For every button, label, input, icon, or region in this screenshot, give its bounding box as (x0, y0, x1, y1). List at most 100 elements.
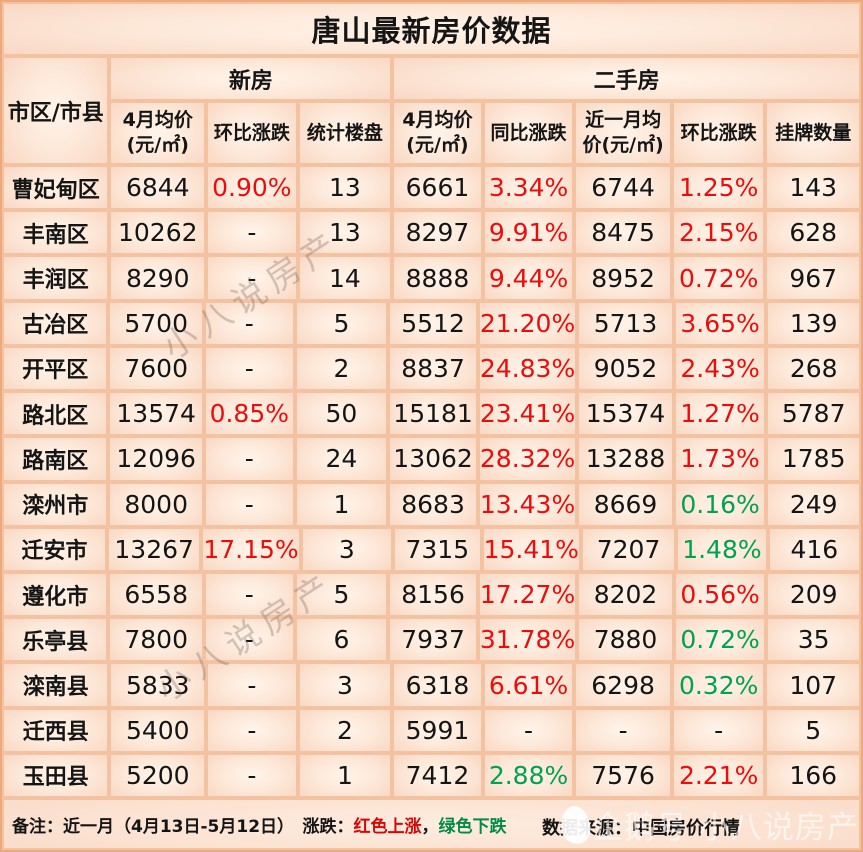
last-month-avg-price-cell: 7207 (582, 528, 675, 570)
table-row: 路南区 12096 - 24 13062 28.32% 13288 1.73% … (4, 438, 859, 480)
new-mom-change-cell: - (205, 347, 293, 390)
listed-projects-cell: 14 (299, 257, 391, 299)
new-mom-change-cell: - (208, 212, 296, 254)
new-april-avg-price-cell: 13267 (109, 528, 200, 570)
yoy-change-cell: 9.44% (484, 257, 573, 299)
resale-mom-change-cell: 0.56% (675, 573, 765, 616)
listing-count-cell: 416 (769, 528, 859, 570)
new-april-avg-price-cell: 7600 (110, 347, 202, 390)
listing-count-cell: 209 (768, 573, 859, 616)
region-name-cell: 古冶区 (4, 302, 107, 344)
resale-april-avg-price-cell: 8837 (390, 347, 476, 390)
table-row: 遵化市 6558 - 5 8156 17.27% 8202 0.56% 209 (4, 573, 859, 616)
column-group-new-homes: 新房 (111, 58, 391, 99)
column-header-resale-mom-change: 环比涨跌 (673, 103, 764, 163)
new-mom-change-cell: 0.90% (208, 167, 296, 209)
resale-mom-change-cell: 3.65% (675, 302, 765, 344)
column-group-resale-homes: 二手房 (394, 58, 859, 99)
table-body: 曹妃甸区 6844 0.90% 13 6661 3.34% 6744 1.25%… (4, 167, 859, 797)
footer-note-prefix: 备注：近一月（4月13日-5月12日） 涨跌： (12, 816, 354, 837)
last-month-avg-price-cell: 7576 (576, 754, 670, 797)
table-row: 滦南县 5833 - 3 6318 6.61% 6298 0.32% 107 (4, 664, 859, 706)
listed-projects-cell: 50 (296, 393, 387, 435)
yoy-change-cell: 9.91% (484, 212, 573, 254)
region-name-cell: 迁安市 (4, 528, 106, 570)
yoy-change-cell: 23.41% (479, 393, 576, 435)
new-mom-change-cell: - (205, 483, 293, 525)
last-month-avg-price-cell: 7880 (579, 619, 672, 661)
last-month-avg-price-cell: 6744 (576, 167, 670, 209)
region-name-cell: 开平区 (4, 347, 107, 390)
new-mom-change-cell: - (205, 438, 293, 480)
resale-mom-change-cell: 0.72% (675, 619, 765, 661)
new-mom-change-cell: - (205, 573, 293, 616)
resale-april-avg-price-cell: 13062 (390, 438, 476, 480)
resale-mom-change-cell: 0.32% (673, 664, 764, 706)
yoy-change-cell: 15.41% (483, 528, 579, 570)
table-row: 古冶区 5700 - 5 5512 21.20% 5713 3.65% 139 (4, 302, 859, 344)
region-name-cell: 乐亭县 (4, 619, 107, 661)
last-month-avg-price-cell: 9052 (579, 347, 672, 390)
listing-count-cell: 166 (767, 754, 859, 797)
yoy-change-cell: 13.43% (479, 483, 576, 525)
new-mom-change-cell: - (205, 302, 293, 344)
resale-mom-change-cell: - (673, 709, 764, 751)
last-month-avg-price-cell: 13288 (579, 438, 672, 480)
resale-mom-change-cell: 1.73% (675, 438, 765, 480)
resale-april-avg-price-cell: 5991 (394, 709, 481, 751)
resale-april-avg-price-cell: 8156 (390, 573, 476, 616)
last-month-avg-price-cell: 8669 (579, 483, 672, 525)
listing-count-cell: 107 (767, 664, 859, 706)
region-name-cell: 丰南区 (4, 212, 108, 254)
listing-count-cell: 268 (768, 347, 859, 390)
listing-count-cell: 5 (767, 709, 859, 751)
resale-april-avg-price-cell: 7937 (390, 619, 476, 661)
column-header-last-month-avg-price: 近一月均价(元/㎡) (576, 103, 670, 163)
listing-count-cell: 143 (767, 167, 859, 209)
listed-projects-cell: 3 (299, 664, 391, 706)
footer-note-red-up: 红色上涨 (353, 816, 422, 837)
column-header-new-april-avg-price: 4月均价 (元/㎡) (111, 103, 205, 163)
footer-note-comma: ， (421, 816, 439, 837)
yoy-change-cell: 3.34% (484, 167, 573, 209)
new-mom-change-cell: 17.15% (203, 528, 299, 570)
new-april-avg-price-cell: 13574 (110, 393, 202, 435)
new-april-avg-price-cell: 8290 (111, 257, 205, 299)
resale-mom-change-cell: 1.27% (675, 393, 765, 435)
table-row: 迁西县 5400 - 2 5991 - - - 5 (4, 709, 859, 751)
column-header-yoy-change: 同比涨跌 (484, 103, 573, 163)
last-month-avg-price-cell: 8475 (576, 212, 670, 254)
last-month-avg-price-cell: 15374 (579, 393, 672, 435)
region-name-cell: 遵化市 (4, 573, 107, 616)
listed-projects-cell: 13 (299, 212, 391, 254)
listed-projects-cell: 6 (296, 619, 387, 661)
column-header-resale-april-avg-price: 4月均价 (元/㎡) (394, 103, 481, 163)
new-april-avg-price-cell: 5200 (111, 754, 205, 797)
table-row: 路北区 13574 0.85% 50 15181 23.41% 15374 1.… (4, 393, 859, 435)
table-row: 丰润区 8290 - 14 8888 9.44% 8952 0.72% 967 (4, 257, 859, 299)
listed-projects-cell: 5 (296, 573, 387, 616)
listing-count-cell: 967 (767, 257, 859, 299)
listed-projects-cell: 2 (299, 709, 391, 751)
table-footer-note: 备注：近一月（4月13日-5月12日） 涨跌： 红色上涨，绿色下跌 数据来源：中国房… (4, 800, 859, 848)
resale-mom-change-cell: 0.72% (673, 257, 764, 299)
region-name-cell: 迁西县 (4, 709, 108, 751)
listed-projects-cell: 13 (299, 167, 391, 209)
resale-april-avg-price-cell: 8683 (390, 483, 476, 525)
yoy-change-cell: 28.32% (479, 438, 576, 480)
table-row: 开平区 7600 - 2 8837 24.83% 9052 2.43% 268 (4, 347, 859, 390)
listed-projects-cell: 3 (302, 528, 392, 570)
new-april-avg-price-cell: 8000 (110, 483, 202, 525)
new-mom-change-cell: - (205, 619, 293, 661)
resale-mom-change-cell: 1.25% (673, 167, 764, 209)
table-header: 市区/市县 新房 二手房 4月均价 (元/㎡) 环比涨跌 统计楼盘 4月均价 (… (4, 58, 859, 163)
yoy-change-cell: 17.27% (479, 573, 576, 616)
region-name-cell: 路南区 (4, 438, 107, 480)
table-row: 玉田县 5200 - 1 7412 2.88% 7576 2.21% 166 (4, 754, 859, 797)
last-month-avg-price-cell: 6298 (576, 664, 670, 706)
footer-note-green-down: 绿色下跌 (438, 816, 507, 837)
column-header-listed-projects: 统计楼盘 (299, 103, 391, 163)
resale-mom-change-cell: 0.16% (675, 483, 765, 525)
resale-april-avg-price-cell: 6318 (394, 664, 481, 706)
new-april-avg-price-cell: 6558 (110, 573, 202, 616)
